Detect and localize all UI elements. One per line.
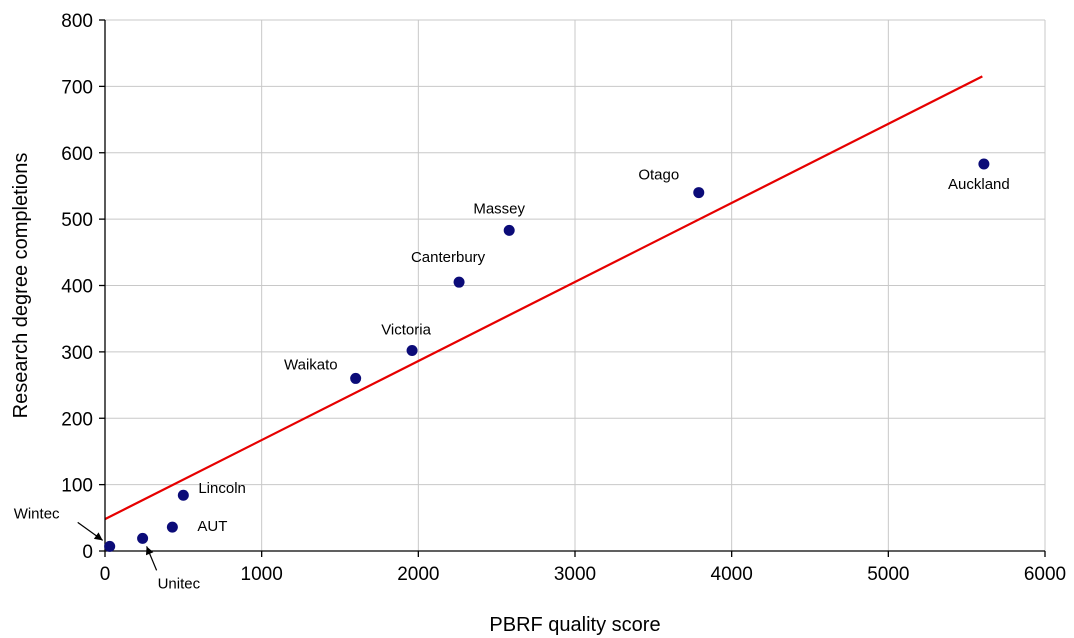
- data-point: [177, 489, 189, 501]
- point-label: Auckland: [948, 176, 1010, 193]
- data-point: [978, 158, 990, 170]
- data-point: [137, 532, 149, 544]
- point-label: Waikato: [284, 356, 338, 373]
- y-tick-label: 600: [61, 144, 93, 165]
- data-point: [350, 372, 362, 384]
- y-tick-label: 700: [61, 77, 93, 98]
- point-label: Unitec: [158, 575, 201, 592]
- x-axis-title: PBRF quality score: [489, 614, 660, 636]
- y-tick-label: 800: [61, 11, 93, 32]
- trend-line: [104, 75, 983, 521]
- data-point: [503, 224, 515, 236]
- point-label: Otago: [638, 167, 679, 184]
- data-point: [453, 276, 465, 288]
- x-tick-label: 1000: [241, 564, 283, 585]
- point-label: Wintec: [14, 505, 60, 522]
- y-tick-label: 100: [61, 476, 93, 497]
- point-label: Victoria: [381, 322, 431, 339]
- unitec-arrow-head: [145, 546, 154, 556]
- x-tick-label: 4000: [711, 564, 753, 585]
- data-point: [406, 345, 418, 357]
- y-tick-label: 0: [82, 542, 93, 563]
- tick-labels: 0 1000 2000 3000 4000 5000 6000 0 100 200 300 400 50…: [61, 11, 1066, 585]
- x-tick-label: 5000: [867, 564, 909, 585]
- data-point: [693, 187, 705, 199]
- point-label: Canterbury: [411, 249, 486, 266]
- y-tick-label: 200: [61, 409, 93, 430]
- wintec-arrow-head: [93, 532, 103, 541]
- data-point: [166, 521, 178, 533]
- x-tick-label: 2000: [397, 564, 439, 585]
- y-axis-title: Research degree completions: [10, 153, 32, 419]
- x-tick-label: 6000: [1024, 564, 1066, 585]
- point-labels: Wintec Unitec AUT Lincoln Waikato Victoria Can…: [14, 167, 1010, 593]
- data-points: [104, 158, 990, 552]
- point-label: Lincoln: [198, 480, 246, 497]
- x-tick-label: 0: [100, 564, 111, 585]
- grid-lines: [105, 19, 1046, 551]
- y-tick-label: 400: [61, 277, 93, 298]
- y-tick-label: 300: [61, 343, 93, 364]
- x-tick-label: 3000: [554, 564, 596, 585]
- point-label: AUT: [197, 518, 227, 535]
- y-tick-label: 500: [61, 210, 93, 231]
- data-point: [104, 540, 116, 552]
- point-label: Massey: [473, 200, 525, 217]
- axes: [99, 19, 1046, 557]
